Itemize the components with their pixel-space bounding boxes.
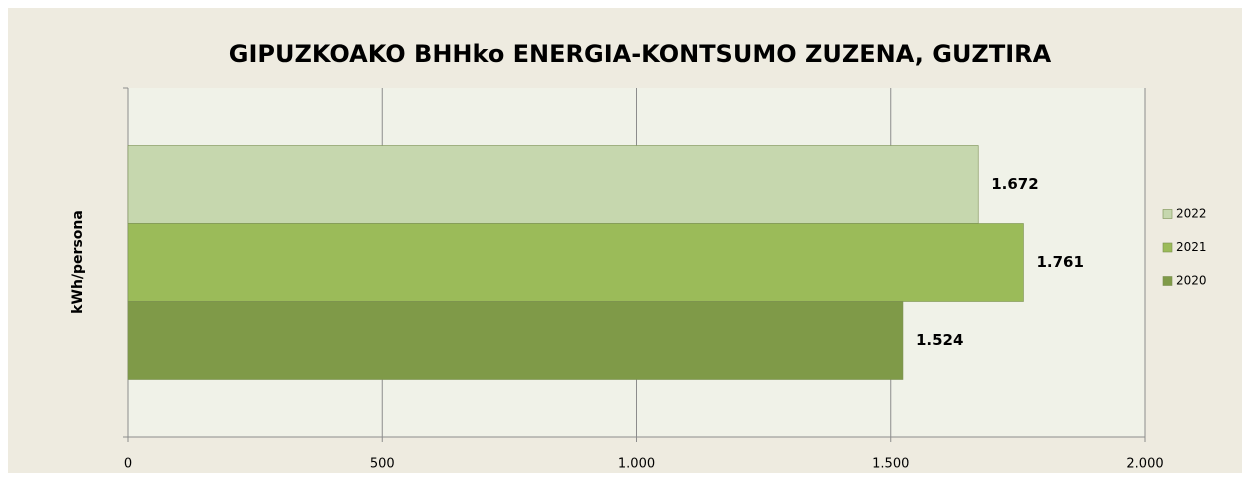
legend-label: 2022	[1176, 207, 1207, 221]
x-tick-label: 1.500	[872, 457, 909, 472]
bar	[127, 301, 904, 380]
legend-swatch	[1162, 209, 1173, 219]
bar	[127, 223, 1024, 302]
data-label: 1.524	[916, 331, 963, 349]
legend-label: 2020	[1176, 274, 1207, 288]
x-tick-label: 0	[124, 457, 132, 472]
y-axis-label: kWh/persona	[70, 210, 86, 314]
legend-label: 2021	[1176, 240, 1207, 254]
legend-swatch	[1162, 276, 1173, 286]
x-tick-label: 2.000	[1126, 457, 1163, 472]
x-tick-label: 500	[370, 457, 395, 472]
x-tick-label: 1.000	[618, 457, 655, 472]
bar	[127, 145, 979, 224]
chart-title: GIPUZKOAKO BHHko ENERGIA-KONTSUMO ZUZENA…	[229, 40, 1052, 68]
legend-swatch	[1162, 242, 1173, 253]
data-label: 1.761	[1036, 253, 1083, 271]
data-label: 1.672	[991, 175, 1038, 193]
